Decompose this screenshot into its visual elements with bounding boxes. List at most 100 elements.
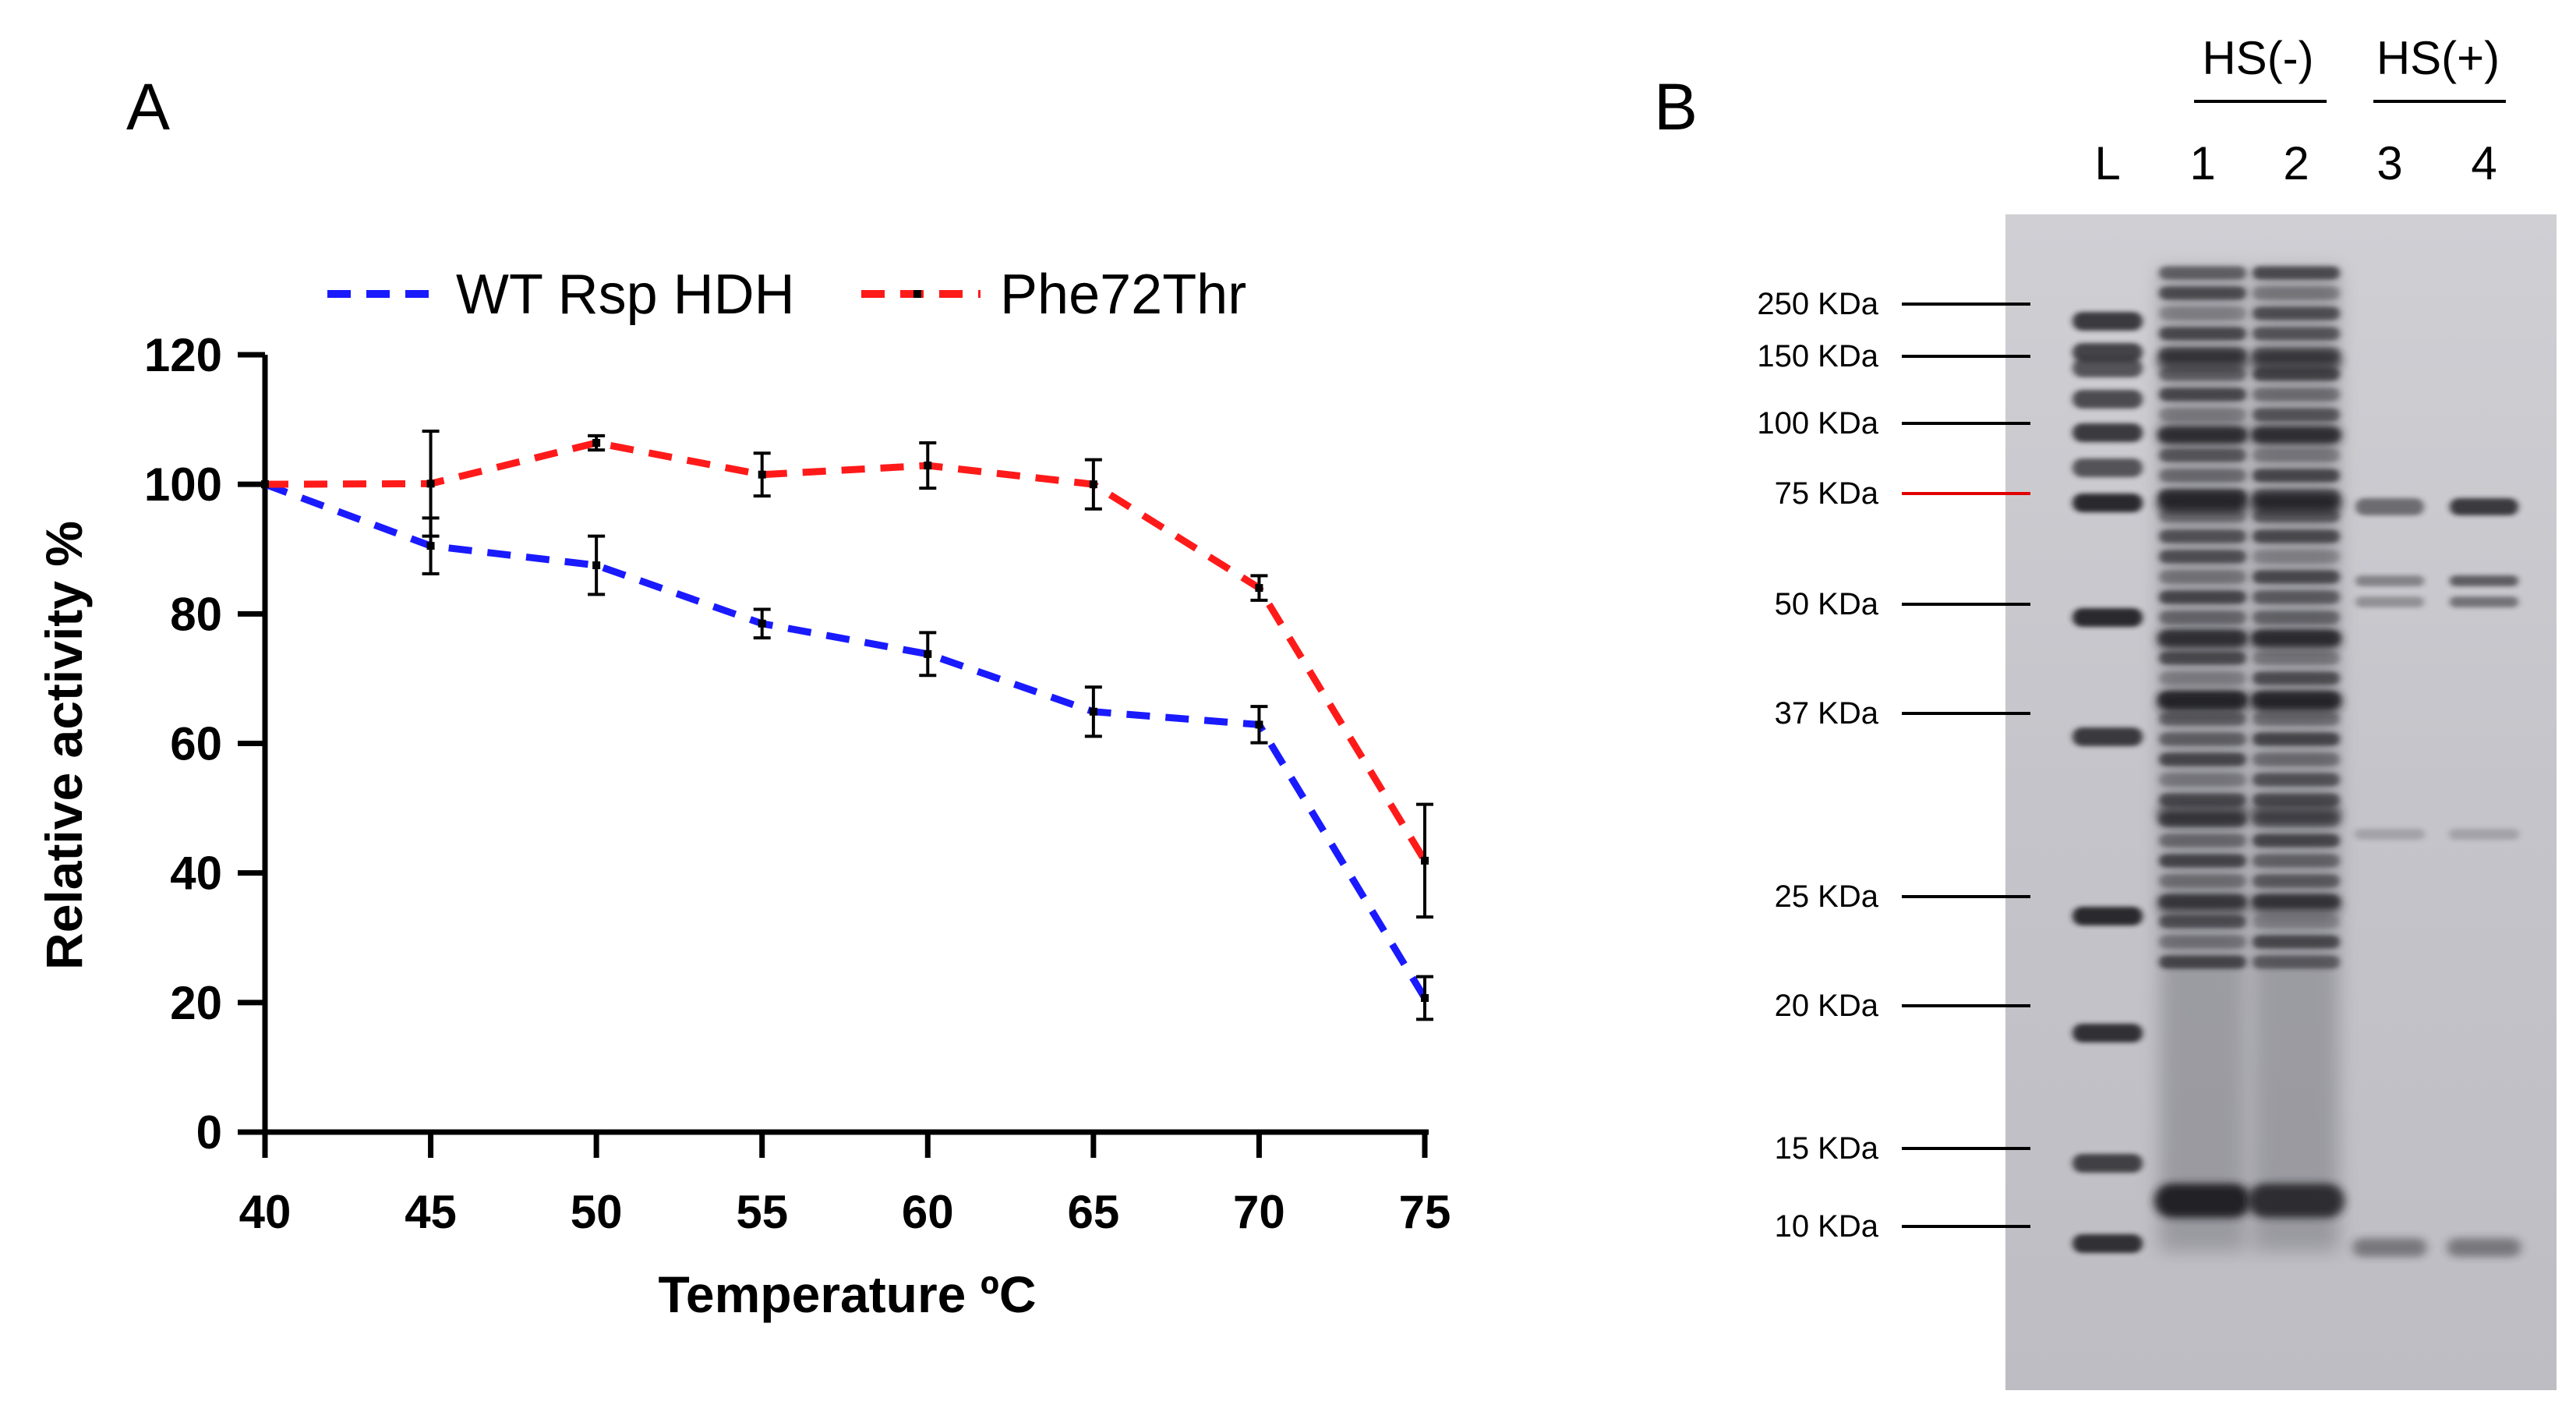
ladder-band-9 (2072, 907, 2143, 925)
panel-b-label: B (1654, 70, 1698, 143)
group-label-hs-plus: HS(+) (2376, 32, 2500, 84)
point-s1-p6 (1255, 584, 1263, 593)
lane-2-major-1160 (2251, 894, 2341, 915)
lane-1-band-1234 (2159, 955, 2246, 969)
ladder-band-8 (2072, 727, 2143, 746)
lane-1-band-350 (2159, 266, 2246, 280)
legend-label-wt: WT Rsp HDH (456, 264, 795, 326)
lane-2-band-1104 (2253, 854, 2340, 868)
lane-2-band-766 (2253, 590, 2340, 604)
gel-bands (2072, 266, 2521, 1257)
lane-1-band-480 (2159, 367, 2246, 381)
point-s1-p4 (924, 462, 932, 470)
y-tick-label-1: 20 (170, 977, 222, 1029)
y-ticks: 0 20 40 60 80 100 120 (144, 329, 265, 1159)
marker-label-4: 50 KDa (1775, 587, 1879, 621)
ladder-band-3 (2072, 390, 2143, 409)
lane-1-major-820 (2157, 629, 2248, 649)
y-tick-label-6: 120 (144, 329, 222, 381)
gel-image (2005, 214, 2557, 1390)
group-label-hs-minus: HS(-) (2202, 32, 2313, 84)
lane-2-band-350 (2253, 266, 2340, 280)
lane-2-major-558 (2251, 425, 2341, 445)
lane-1-major-1160 (2157, 894, 2248, 915)
ladder-band-2 (2072, 359, 2143, 377)
lane-3-dye-front (2352, 1238, 2427, 1257)
lane-2-band-584 (2253, 448, 2340, 462)
lane-1-band-844 (2159, 651, 2246, 665)
lane-1-band-1130 (2159, 874, 2246, 888)
lane-2-major-462 (2251, 350, 2341, 370)
point-s1-p1 (426, 480, 435, 488)
x-tick-label-2: 50 (571, 1186, 623, 1238)
lane-label-2: 2 (2283, 137, 2309, 189)
chart-legend: WT Rsp HDH Phe72Thr (327, 264, 1246, 326)
lane-1-low-mw-band (2154, 1184, 2251, 1218)
series-line-1 (264, 439, 1428, 863)
lane-1-major-462 (2157, 350, 2248, 370)
lane-1-band-766 (2159, 590, 2246, 604)
point-s0-p6 (1255, 720, 1263, 729)
lane-1-band-948 (2159, 732, 2246, 746)
x-ticks: 40 45 50 55 60 65 70 75 (239, 1132, 1451, 1238)
y-axis-title: Relative activity % (35, 521, 93, 970)
ladder-band-10 (2072, 1024, 2143, 1042)
x-tick-label-7: 75 (1399, 1186, 1451, 1238)
point-s0-p1 (426, 542, 435, 550)
lane-1-band-870 (2159, 671, 2246, 685)
lane-2-band-1130 (2253, 874, 2340, 888)
lane-2-band-870 (2253, 671, 2340, 685)
lane-1-major-900 (2157, 692, 2248, 712)
y-tick-label-3: 60 (170, 718, 222, 770)
legend-label-phe72thr: Phe72Thr (1000, 264, 1246, 326)
marker-label-7: 20 KDa (1775, 989, 1879, 1023)
marker-label-8: 15 KDa (1775, 1131, 1879, 1166)
ladder-band-4 (2072, 423, 2143, 442)
lane-2-band-1234 (2253, 955, 2340, 969)
point-s1-p5 (1089, 480, 1097, 489)
marker-label-3: 75 KDa (1775, 476, 1879, 511)
y-tick-label-0: 0 (196, 1106, 222, 1159)
lane-1-band-922 (2159, 712, 2246, 726)
lane-2-band-792 (2253, 610, 2340, 625)
marker-label-2: 100 KDa (1757, 406, 1878, 441)
panel-a-label: A (126, 70, 170, 143)
marker-label-0: 250 KDa (1757, 287, 1878, 321)
point-s0-p4 (924, 649, 932, 658)
lane-1-band-428 (2159, 327, 2246, 341)
point-s0-p3 (758, 619, 766, 628)
lane-2-band-1208 (2253, 935, 2340, 949)
ladder-band-12 (2072, 1234, 2143, 1253)
lane-2-band-1000 (2253, 773, 2340, 787)
y-tick-label-2: 40 (170, 848, 222, 900)
marker-label-5: 37 KDa (1775, 696, 1879, 731)
y-tick-label-4: 80 (170, 588, 222, 640)
lane-4-faint-band (2449, 829, 2519, 840)
ladder-band-1 (2072, 343, 2143, 362)
lane-1-major-645 (2157, 493, 2248, 513)
lane-2-major-900 (2251, 692, 2341, 712)
lane-2-band-1026 (2253, 793, 2340, 807)
lane-label-4: 4 (2471, 137, 2496, 189)
x-tick-label-3: 55 (736, 1186, 788, 1238)
lane-1-band-402 (2159, 306, 2246, 320)
lane-1-band-610 (2159, 469, 2246, 483)
lane-3-target-band (2355, 498, 2424, 515)
lane-4-band-772 (2450, 596, 2518, 607)
lane-1-band-1208 (2159, 935, 2246, 949)
point-s1-p3 (758, 470, 766, 479)
lane-2-band-844 (2253, 651, 2340, 665)
lane-2-band-376 (2253, 286, 2340, 300)
lane-1-band-584 (2159, 448, 2246, 462)
lane-label-1: 1 (2189, 137, 2215, 189)
lane-2-band-402 (2253, 306, 2340, 320)
point-s0-p7 (1421, 994, 1429, 1003)
lane-1-band-740 (2159, 570, 2246, 584)
lane-2-band-506 (2253, 388, 2340, 402)
x-tick-label-4: 60 (902, 1186, 954, 1238)
lane-1-band-1078 (2159, 833, 2246, 848)
lane-1-band-506 (2159, 388, 2246, 402)
lane-3-faint-band (2355, 829, 2425, 840)
lane-1-band-1000 (2159, 773, 2246, 787)
ladder-band-5 (2072, 458, 2143, 477)
